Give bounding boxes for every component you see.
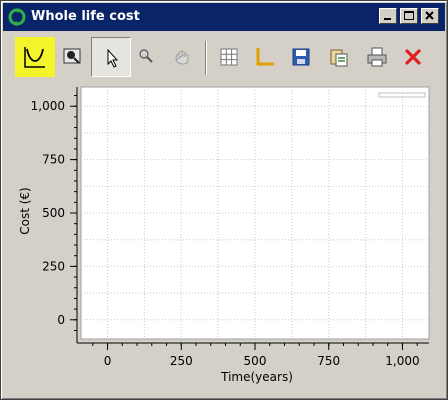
save-icon [292, 48, 310, 66]
pointer-icon [107, 48, 119, 68]
y-tick-label: 0 [57, 313, 65, 327]
plot-toolbar [3, 31, 445, 81]
app-recycle-icon [8, 8, 26, 26]
magnifier-icon [63, 48, 81, 64]
minimize-button[interactable] [379, 8, 397, 24]
y-axis-label: Cost (€) [18, 187, 32, 235]
close-plot-button[interactable] [393, 37, 433, 77]
x-axis-label: Time(years) [221, 370, 293, 384]
x-tick-label: 250 [170, 354, 193, 368]
print-icon [367, 47, 387, 67]
minimize-icon [384, 18, 391, 20]
y-tick-label: 1,000 [31, 99, 65, 113]
y-tick-label: 750 [42, 153, 65, 167]
close-button[interactable] [421, 8, 439, 24]
inspect-button[interactable] [53, 37, 93, 77]
print-button[interactable] [357, 37, 397, 77]
title-bar[interactable]: Whole life cost [3, 3, 445, 31]
axes-icon [256, 48, 274, 66]
zoom-tool-button[interactable] [127, 37, 167, 77]
x-tick-label: 500 [244, 354, 267, 368]
pan-tool-button[interactable] [163, 37, 203, 77]
grid-icon [220, 48, 238, 66]
curve-tool-button[interactable] [15, 37, 55, 77]
cost-chart[interactable]: 0 250 500 750 1,000 0 250 500 750 1,000 [1, 81, 447, 399]
y-tick-label: 500 [42, 206, 65, 220]
axes-button[interactable] [245, 37, 285, 77]
legend-box [378, 92, 426, 98]
close-icon [425, 11, 434, 20]
window-title: Whole life cost [31, 9, 140, 24]
grid-toggle-button[interactable] [209, 37, 249, 77]
copy-button[interactable] [319, 37, 359, 77]
y-tick-label: 250 [42, 259, 65, 273]
curve-icon [24, 47, 45, 68]
x-tick-label: 750 [317, 354, 340, 368]
toolbar-separator [205, 41, 207, 75]
pointer-tool-button[interactable] [91, 37, 131, 77]
close-plot-icon [405, 49, 421, 65]
plot-area: 0 250 500 750 1,000 0 250 500 750 1,000 Cost (€) … [1, 81, 447, 399]
pan-icon [175, 50, 189, 65]
maximize-icon [404, 11, 414, 20]
copy-icon [330, 49, 348, 67]
zoom-icon [139, 49, 153, 63]
save-button[interactable] [281, 37, 321, 77]
maximize-button[interactable] [400, 8, 418, 24]
x-tick-label: 1,000 [385, 354, 419, 368]
x-tick-label: 0 [104, 354, 112, 368]
